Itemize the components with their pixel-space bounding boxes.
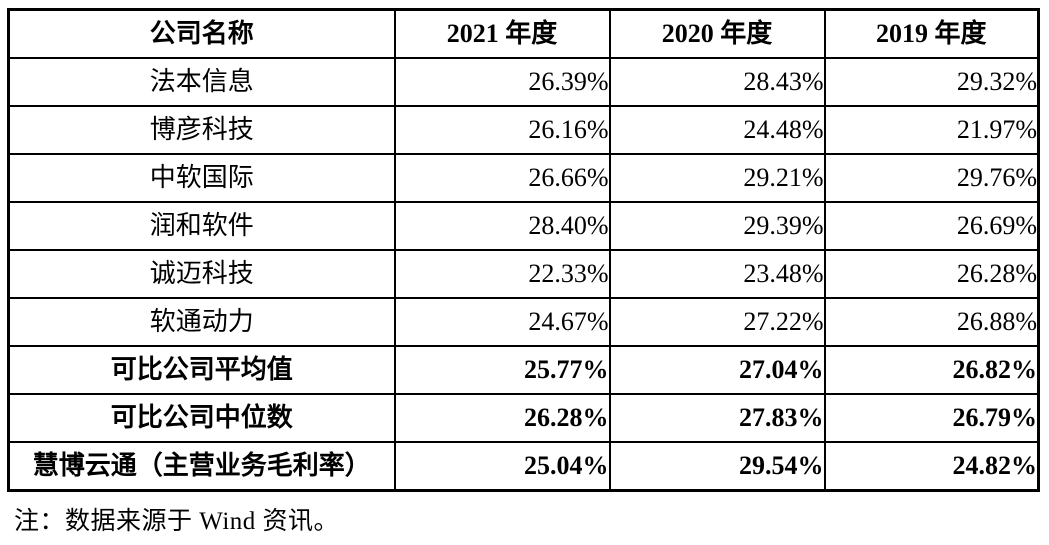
column-header-2019: 2019 年度 [823,8,1040,59]
table-row: 博彦科技 26.16% 24.48% 21.97% [7,105,1040,155]
percentage-cell: 27.22% [608,297,826,347]
column-header-2021: 2021 年度 [393,8,611,59]
percentage-cell: 26.28% [823,249,1040,299]
document-page: 公司名称 2021 年度 2020 年度 2019 年度 法本信息 26.39% 2… [7,8,1040,537]
percentage-cell: 26.69% [823,201,1040,251]
percentage-cell: 29.21% [608,153,826,203]
table-row: 可比公司平均值 25.77% 27.04% 26.82% [7,345,1040,395]
percentage-cell: 27.83% [608,393,826,443]
percentage-cell: 23.48% [608,249,826,299]
company-name-cell: 中软国际 [7,153,396,203]
gross-margin-comparison-table: 公司名称 2021 年度 2020 年度 2019 年度 法本信息 26.39% 2… [7,8,1040,492]
company-name-cell: 润和软件 [7,201,396,251]
percentage-cell: 26.28% [393,393,611,443]
table-row: 软通动力 24.67% 27.22% 26.88% [7,297,1040,347]
percentage-cell: 29.54% [608,441,826,492]
percentage-cell: 26.79% [823,393,1040,443]
percentage-cell: 28.43% [608,57,826,107]
column-header-company: 公司名称 [7,8,396,59]
table-row: 可比公司中位数 26.28% 27.83% 26.79% [7,393,1040,443]
company-name-cell: 可比公司平均值 [7,345,396,395]
percentage-cell: 29.76% [823,153,1040,203]
table-row: 法本信息 26.39% 28.43% 29.32% [7,57,1040,107]
percentage-cell: 29.32% [823,57,1040,107]
percentage-cell: 25.77% [393,345,611,395]
column-header-2020: 2020 年度 [608,8,826,59]
percentage-cell: 22.33% [393,249,611,299]
table-row: 诚迈科技 22.33% 23.48% 26.28% [7,249,1040,299]
table-header-row: 公司名称 2021 年度 2020 年度 2019 年度 [7,8,1040,59]
company-name-cell: 慧博云通（主营业务毛利率） [7,441,396,492]
percentage-cell: 26.16% [393,105,611,155]
percentage-cell: 21.97% [823,105,1040,155]
company-name-cell: 软通动力 [7,297,396,347]
percentage-cell: 28.40% [393,201,611,251]
company-name-cell: 博彦科技 [7,105,396,155]
percentage-cell: 24.82% [823,441,1040,492]
percentage-cell: 24.67% [393,297,611,347]
percentage-cell: 26.82% [823,345,1040,395]
company-name-cell: 诚迈科技 [7,249,396,299]
percentage-cell: 25.04% [393,441,611,492]
table-row: 润和软件 28.40% 29.39% 26.69% [7,201,1040,251]
percentage-cell: 24.48% [608,105,826,155]
company-name-cell: 可比公司中位数 [7,393,396,443]
table-row: 慧博云通（主营业务毛利率） 25.04% 29.54% 24.82% [7,441,1040,492]
percentage-cell: 26.88% [823,297,1040,347]
percentage-cell: 29.39% [608,201,826,251]
percentage-cell: 26.39% [393,57,611,107]
percentage-cell: 27.04% [608,345,826,395]
company-name-cell: 法本信息 [7,57,396,107]
percentage-cell: 26.66% [393,153,611,203]
table-row: 中软国际 26.66% 29.21% 29.76% [7,153,1040,203]
source-note: 注：数据来源于 Wind 资讯。 [14,508,340,535]
